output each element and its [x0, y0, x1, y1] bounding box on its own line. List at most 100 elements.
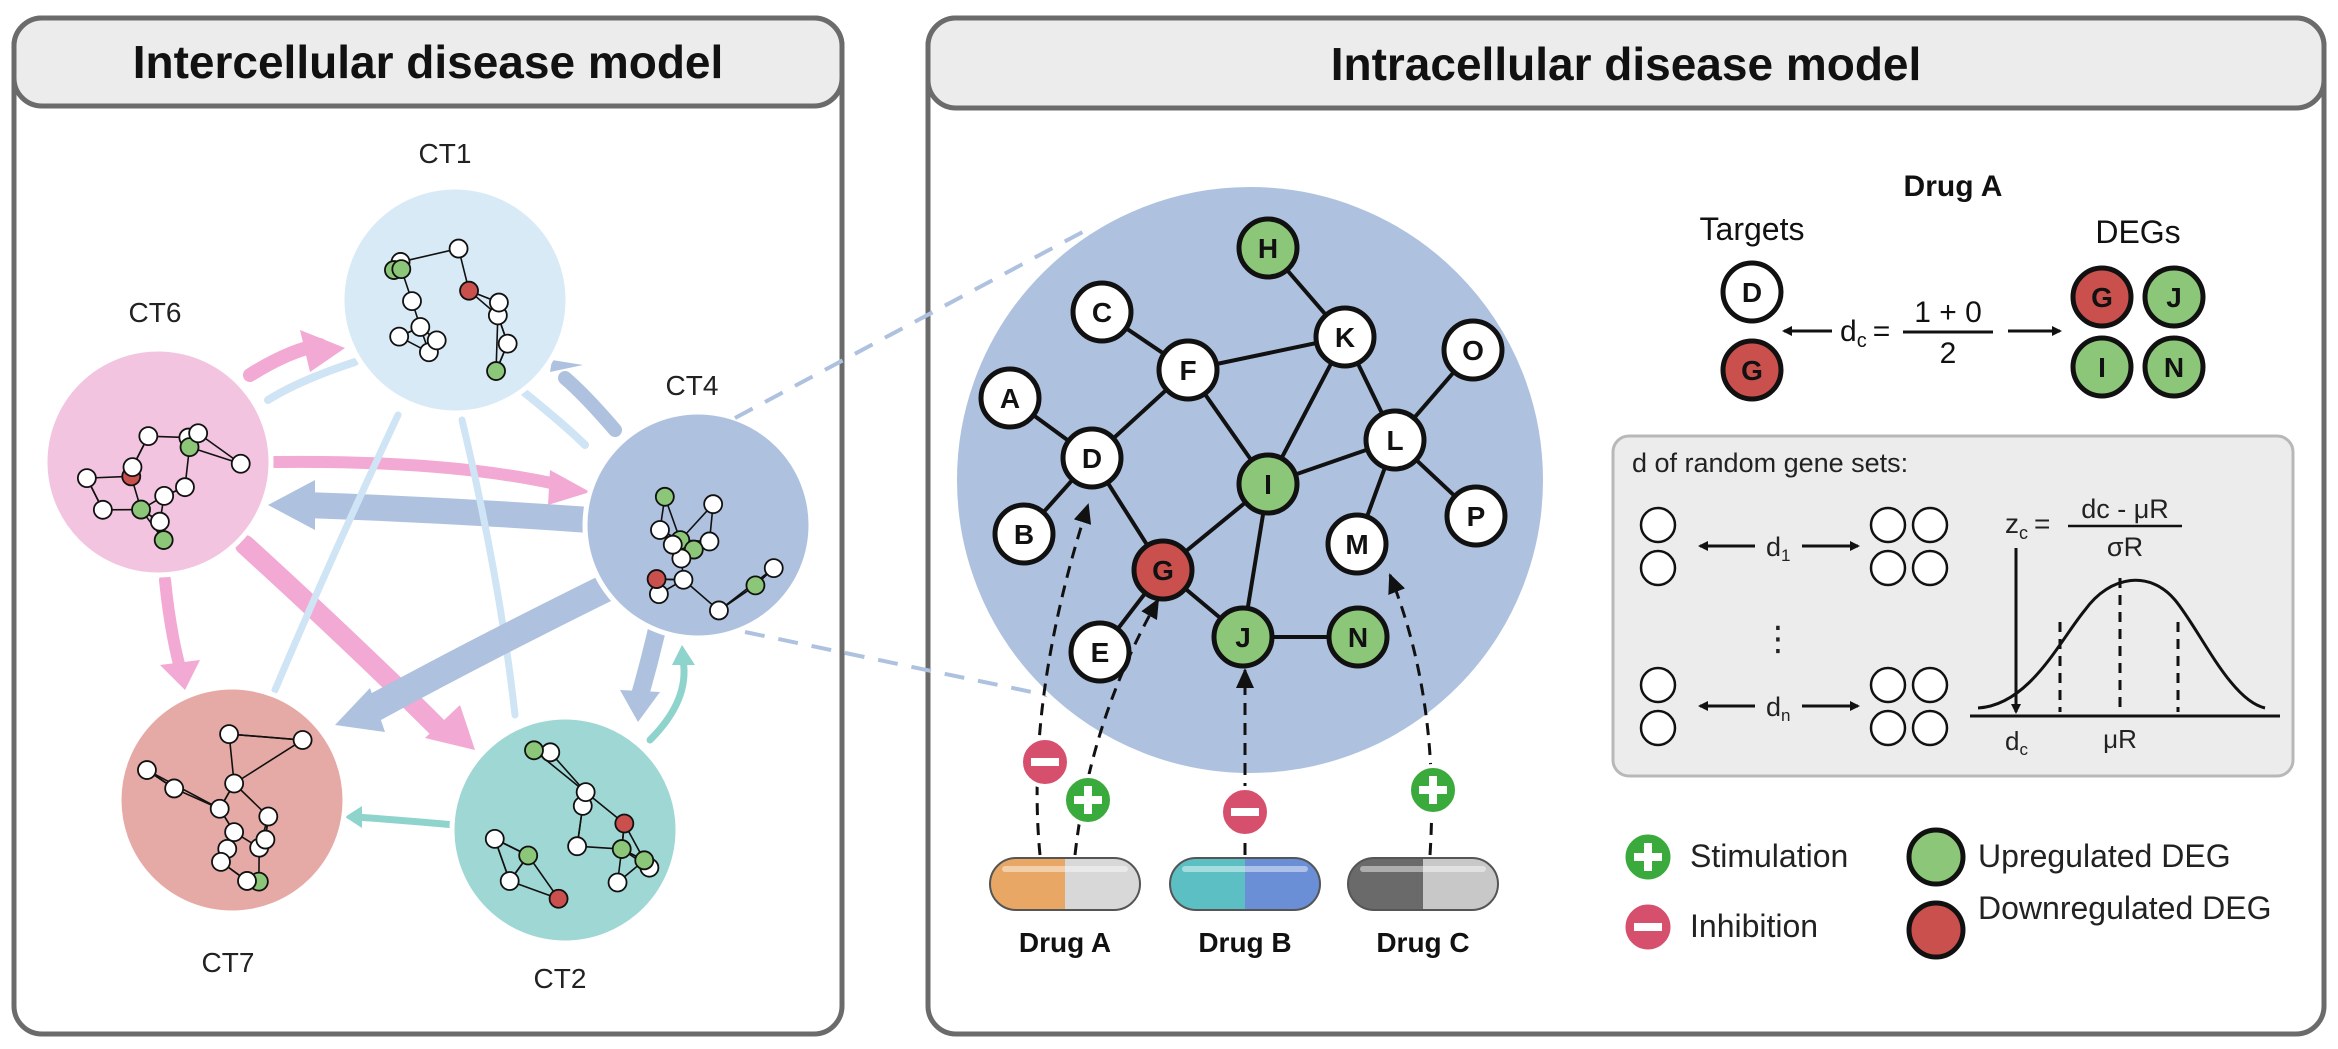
- svg-text:G: G: [1741, 355, 1763, 386]
- svg-text:N: N: [2164, 352, 2184, 383]
- cell-type-ct2: [449, 714, 681, 946]
- gene-node-d: D: [1060, 426, 1124, 490]
- gene-node-m: M: [1325, 512, 1389, 576]
- drug-pill-2: Drug B: [1169, 857, 1321, 958]
- gene-node-n: N: [1326, 605, 1390, 669]
- drug-label: Drug B: [1198, 927, 1291, 958]
- random-box-title: d of random gene sets:: [1632, 448, 1908, 478]
- mini-network-3: [646, 486, 784, 621]
- cell-type-ct4: [582, 409, 814, 641]
- z-score-lhs: zc =: [2005, 508, 2050, 543]
- gene-node-label: I: [1264, 469, 1272, 500]
- gene-node-label: J: [1235, 622, 1251, 653]
- gene-node-j: J: [1211, 605, 1275, 669]
- gene-node-label: G: [1152, 555, 1174, 586]
- d1-label: d1: [1766, 532, 1791, 565]
- ct1-label: CT1: [419, 138, 472, 169]
- legend-stimulation: Stimulation: [1622, 831, 1848, 883]
- gene-node-b: B: [992, 502, 1056, 566]
- intercellular-arrows: [159, 330, 695, 829]
- gene-network: A B C D E F G H I J K L M N O P: [978, 216, 1508, 684]
- random-gene-sets-box: d of random gene sets: d1 ⋮ dn zc = dc - …: [1611, 434, 2295, 778]
- intracellular-panel: Intracellular disease model A B C D E F G H I J K L…: [734, 15, 2327, 1037]
- drug-pill-1: Drug A: [989, 857, 1141, 958]
- axis-dc-label: dc: [2005, 726, 2028, 759]
- gene-node-i: I: [1236, 452, 1300, 516]
- vertical-ellipsis: ⋮: [1761, 620, 1795, 658]
- ct2-label: CT2: [534, 963, 587, 994]
- normal-distribution-curve: [1977, 578, 2266, 710]
- svg-text:Inhibition: Inhibition: [1690, 908, 1818, 944]
- formula-lhs: dc =: [1840, 315, 1890, 352]
- inhibition-badge-drug-b: [1219, 786, 1271, 838]
- intercellular-panel: Intercellular disease model: [11, 15, 845, 1037]
- deg-node-g: G: [2070, 265, 2134, 329]
- gene-node-label: B: [1014, 519, 1034, 550]
- gene-node-c: C: [1070, 280, 1134, 344]
- formula-denominator: 2: [1940, 337, 1957, 370]
- svg-text:G: G: [2091, 282, 2113, 313]
- legend-downregulated: Downregulated DEG: [1906, 890, 2271, 960]
- stimulation-badge-drug-a: [1062, 774, 1114, 826]
- legend-upregulated: Upregulated DEG: [1906, 827, 2231, 887]
- z-score-numerator: dc - μR: [2081, 494, 2169, 524]
- gene-node-p: P: [1444, 484, 1508, 548]
- gene-node-a: A: [978, 366, 1042, 430]
- drug-a-title: Drug A: [1904, 170, 2003, 203]
- intercellular-title-bar: [11, 15, 845, 109]
- svg-text:Stimulation: Stimulation: [1690, 838, 1848, 874]
- gene-node-label: P: [1467, 501, 1486, 532]
- ct7-label: CT7: [202, 947, 255, 978]
- dn-label: dn: [1766, 692, 1791, 725]
- legend-inhibition: Inhibition: [1622, 901, 1818, 953]
- cell-type-ct7: [116, 684, 348, 916]
- gene-node-h: H: [1236, 216, 1300, 280]
- drug-label: Drug A: [1019, 927, 1111, 958]
- drug-a-distance-section: Drug A Targets DEGs D G G J I: [1700, 170, 2206, 402]
- random-set-1: [1639, 506, 1949, 587]
- z-score-denominator: σR: [2107, 532, 2143, 562]
- legend: Stimulation Inhibition Upregulated DEG D…: [1622, 827, 2271, 960]
- gene-node-label: E: [1091, 637, 1110, 668]
- drug-pills: Drug A Drug B Drug C: [989, 857, 1499, 958]
- drug-label: Drug C: [1376, 927, 1469, 958]
- intercellular-title: Intercellular disease model: [133, 36, 724, 88]
- gene-node-label: K: [1335, 322, 1355, 353]
- drug-c-to-m-arrow: [1388, 573, 1434, 856]
- mini-network-5: [484, 740, 660, 909]
- gene-node-label: H: [1258, 233, 1278, 264]
- intracellular-title-bar: [925, 15, 2327, 111]
- gene-node-o: O: [1441, 318, 1505, 382]
- target-node-g: G: [1720, 338, 1784, 402]
- axis-mu-label: μR: [2103, 724, 2137, 754]
- gene-node-label: O: [1462, 335, 1484, 366]
- random-set-n: [1639, 666, 1949, 747]
- gene-node-label: M: [1345, 529, 1368, 560]
- gene-node-e: E: [1068, 620, 1132, 684]
- ct4-label: CT4: [666, 370, 719, 401]
- gene-node-label: N: [1348, 622, 1368, 653]
- svg-text:Downregulated DEG: Downregulated DEG: [1978, 890, 2271, 926]
- gene-node-label: F: [1179, 355, 1196, 386]
- zoom-line-bottom: [744, 630, 1071, 702]
- gene-node-g: G: [1131, 538, 1195, 602]
- cell-type-ct1: [339, 184, 571, 416]
- svg-text:J: J: [2166, 282, 2182, 313]
- intracellular-title: Intracellular disease model: [1331, 38, 1922, 90]
- gene-node-k: K: [1313, 305, 1377, 369]
- svg-text:Upregulated DEG: Upregulated DEG: [1978, 838, 2231, 874]
- degs-label: DEGs: [2095, 214, 2180, 250]
- formula-numerator: 1 + 0: [1914, 296, 1982, 329]
- gene-node-label: C: [1092, 297, 1112, 328]
- drug-a-to-d-arrow: [1035, 503, 1092, 856]
- deg-node-i: I: [2070, 335, 2134, 399]
- cell-mini-networks: [76, 238, 784, 909]
- target-node-d: D: [1720, 260, 1784, 324]
- targets-label: Targets: [1700, 211, 1805, 247]
- mini-network-1: [384, 238, 518, 381]
- drug-pill-3: Drug C: [1347, 857, 1499, 958]
- deg-node-n: N: [2142, 335, 2206, 399]
- inhibition-badge-drug-a: [1019, 736, 1071, 788]
- gene-node-label: D: [1082, 443, 1102, 474]
